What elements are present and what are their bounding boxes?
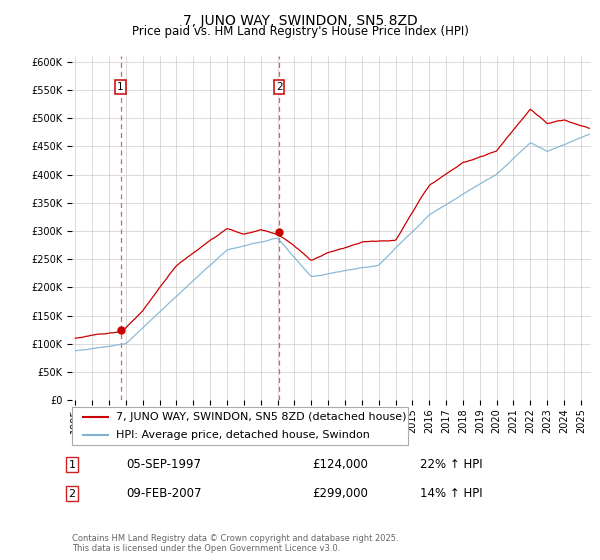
Text: 05-SEP-1997: 05-SEP-1997	[126, 458, 201, 472]
Text: Contains HM Land Registry data © Crown copyright and database right 2025.
This d: Contains HM Land Registry data © Crown c…	[72, 534, 398, 553]
Text: 7, JUNO WAY, SWINDON, SN5 8ZD (detached house): 7, JUNO WAY, SWINDON, SN5 8ZD (detached …	[116, 412, 406, 422]
Text: 1: 1	[117, 82, 124, 92]
Text: Price paid vs. HM Land Registry's House Price Index (HPI): Price paid vs. HM Land Registry's House …	[131, 25, 469, 38]
Text: 2: 2	[276, 82, 283, 92]
Text: 2: 2	[68, 489, 76, 499]
Text: 1: 1	[68, 460, 76, 470]
Text: £299,000: £299,000	[312, 487, 368, 501]
Text: 09-FEB-2007: 09-FEB-2007	[126, 487, 202, 501]
Text: 7, JUNO WAY, SWINDON, SN5 8ZD: 7, JUNO WAY, SWINDON, SN5 8ZD	[182, 14, 418, 28]
Text: 22% ↑ HPI: 22% ↑ HPI	[420, 458, 482, 472]
Text: £124,000: £124,000	[312, 458, 368, 472]
FancyBboxPatch shape	[72, 407, 408, 445]
Text: HPI: Average price, detached house, Swindon: HPI: Average price, detached house, Swin…	[116, 430, 370, 440]
Text: 14% ↑ HPI: 14% ↑ HPI	[420, 487, 482, 501]
